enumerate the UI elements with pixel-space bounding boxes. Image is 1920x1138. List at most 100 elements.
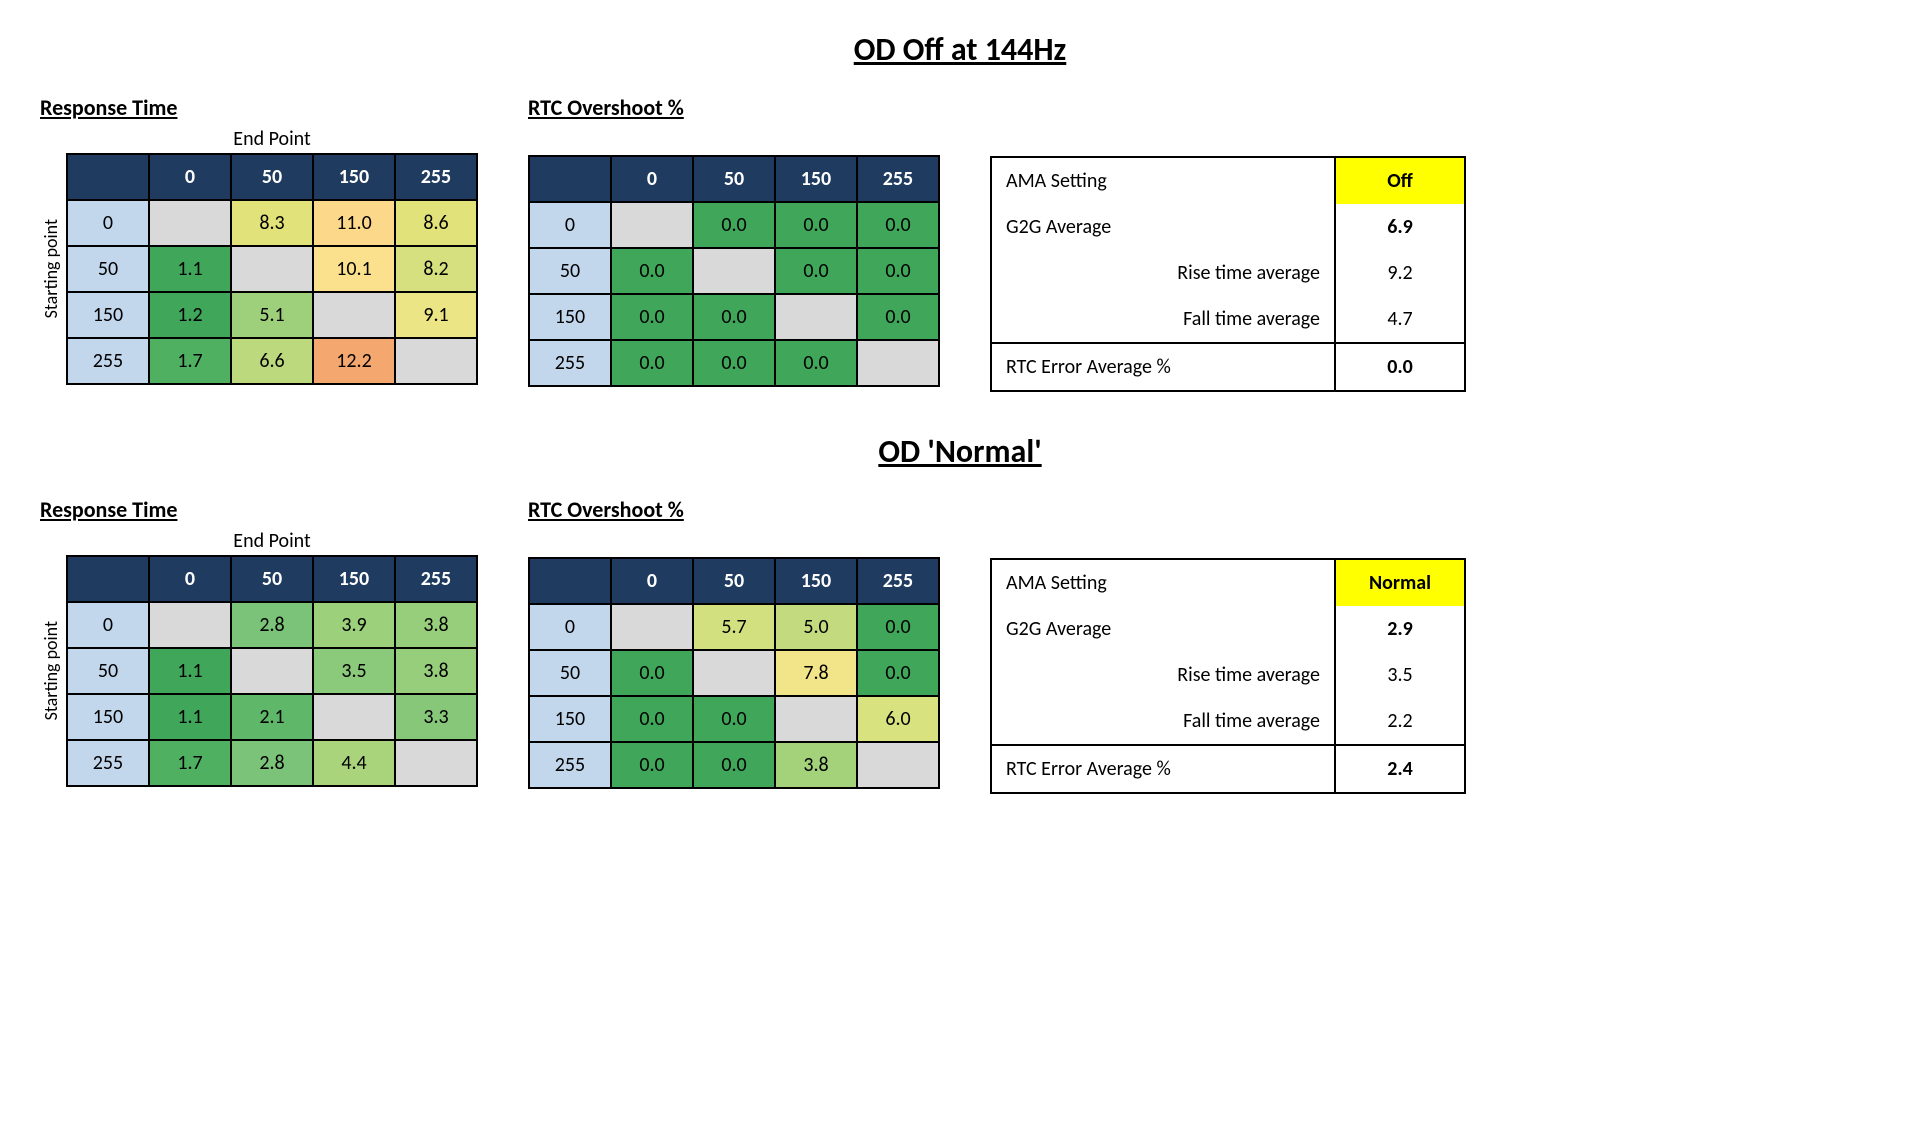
data-cell: 0.0 (693, 340, 775, 386)
diagonal-cell (313, 694, 395, 740)
row-header: 150 (67, 292, 149, 338)
summary-value: Off (1335, 157, 1465, 204)
summary-value: Normal (1335, 559, 1465, 606)
response-time-title: Response Time (40, 496, 478, 523)
data-cell: 6.0 (857, 696, 939, 742)
row-header: 255 (529, 742, 611, 788)
summary-row: RTC Error Average %2.4 (991, 745, 1465, 793)
diagonal-cell (857, 742, 939, 788)
end-point-label: End Point (66, 127, 478, 151)
summary-value: 4.7 (1335, 296, 1465, 343)
summary-table: AMA SettingNormalG2G Average2.9Rise time… (990, 558, 1466, 794)
diagonal-cell (231, 648, 313, 694)
summary-label: G2G Average (991, 204, 1335, 250)
col-header: 255 (395, 154, 477, 200)
rtc-overshoot-table: 05015025505.75.00.0500.07.80.01500.00.06… (528, 557, 940, 789)
col-header: 50 (693, 558, 775, 604)
diagonal-cell (149, 602, 231, 648)
col-header: 255 (857, 156, 939, 202)
table-row: 00.00.00.0 (529, 202, 939, 248)
table-header-row: 050150255 (529, 558, 939, 604)
data-cell: 0.0 (857, 248, 939, 294)
table-row: 1500.00.00.0 (529, 294, 939, 340)
data-cell: 9.1 (395, 292, 477, 338)
data-cell: 3.8 (395, 602, 477, 648)
col-header: 0 (611, 558, 693, 604)
summary-row: Fall time average4.7 (991, 296, 1465, 343)
table-header-row: 050150255 (67, 154, 477, 200)
data-cell: 0.0 (611, 248, 693, 294)
table-row: 500.00.00.0 (529, 248, 939, 294)
summary-row: AMA SettingOff (991, 157, 1465, 204)
summary-label: RTC Error Average % (991, 745, 1335, 793)
response-time-table: 05015025508.311.08.6501.110.18.21501.25.… (66, 153, 478, 385)
data-cell: 0.0 (693, 294, 775, 340)
data-cell: 0.0 (611, 294, 693, 340)
table-row: 2550.00.03.8 (529, 742, 939, 788)
col-header: 0 (611, 156, 693, 202)
data-cell: 3.5 (313, 648, 395, 694)
col-header: 50 (693, 156, 775, 202)
data-cell: 0.0 (611, 696, 693, 742)
col-header: 150 (775, 558, 857, 604)
row-header: 0 (529, 604, 611, 650)
section-title: OD 'Normal' (40, 432, 1880, 471)
section-row: Response TimeEnd PointStarting point0501… (40, 496, 1880, 794)
row-header: 150 (529, 294, 611, 340)
response-time-title: Response Time (40, 94, 478, 121)
data-cell: 6.6 (231, 338, 313, 384)
spacer (990, 496, 1466, 558)
data-cell: 1.1 (149, 694, 231, 740)
diagonal-cell (775, 696, 857, 742)
summary-block: AMA SettingOffG2G Average6.9Rise time av… (990, 94, 1466, 392)
col-header: 50 (231, 154, 313, 200)
summary-value: 2.4 (1335, 745, 1465, 793)
row-header: 50 (67, 648, 149, 694)
data-cell: 0.0 (693, 696, 775, 742)
rtc-overshoot-title: RTC Overshoot % (528, 496, 940, 523)
data-cell: 7.8 (775, 650, 857, 696)
table-row: 08.311.08.6 (67, 200, 477, 246)
row-header: 0 (529, 202, 611, 248)
table-row: 501.13.53.8 (67, 648, 477, 694)
data-cell: 0.0 (611, 340, 693, 386)
row-header: 150 (529, 696, 611, 742)
data-cell: 8.3 (231, 200, 313, 246)
row-header: 255 (529, 340, 611, 386)
table-row: 05.75.00.0 (529, 604, 939, 650)
row-header: 50 (529, 650, 611, 696)
table-row: 1501.25.19.1 (67, 292, 477, 338)
table-row: 1500.00.06.0 (529, 696, 939, 742)
summary-value: 2.9 (1335, 606, 1465, 652)
starting-point-label: Starting point (40, 621, 62, 720)
col-header: 0 (149, 556, 231, 602)
col-header: 255 (857, 558, 939, 604)
data-cell: 0.0 (857, 202, 939, 248)
summary-label: Rise time average (991, 652, 1335, 698)
data-cell: 1.2 (149, 292, 231, 338)
data-cell: 0.0 (775, 248, 857, 294)
response-time-table: 05015025502.83.93.8501.13.53.81501.12.13… (66, 555, 478, 787)
col-header: 150 (313, 154, 395, 200)
corner-cell (67, 556, 149, 602)
data-cell: 1.1 (149, 648, 231, 694)
summary-value: 9.2 (1335, 250, 1465, 296)
response-time-block: Response TimeEnd PointStarting point0501… (40, 496, 478, 787)
corner-cell (67, 154, 149, 200)
col-header: 50 (231, 556, 313, 602)
diagonal-cell (149, 200, 231, 246)
data-cell: 5.7 (693, 604, 775, 650)
diagonal-cell (693, 650, 775, 696)
rtc-overshoot-block: RTC Overshoot %05015025500.00.00.0500.00… (528, 94, 940, 387)
table-row: 500.07.80.0 (529, 650, 939, 696)
data-cell: 4.4 (313, 740, 395, 786)
data-cell: 0.0 (611, 650, 693, 696)
summary-label: Rise time average (991, 250, 1335, 296)
summary-label: AMA Setting (991, 157, 1335, 204)
row-header: 0 (67, 200, 149, 246)
summary-row: Rise time average3.5 (991, 652, 1465, 698)
starting-point-label: Starting point (40, 219, 62, 318)
summary-block: AMA SettingNormalG2G Average2.9Rise time… (990, 496, 1466, 794)
summary-value: 2.2 (1335, 698, 1465, 745)
summary-value: 6.9 (1335, 204, 1465, 250)
